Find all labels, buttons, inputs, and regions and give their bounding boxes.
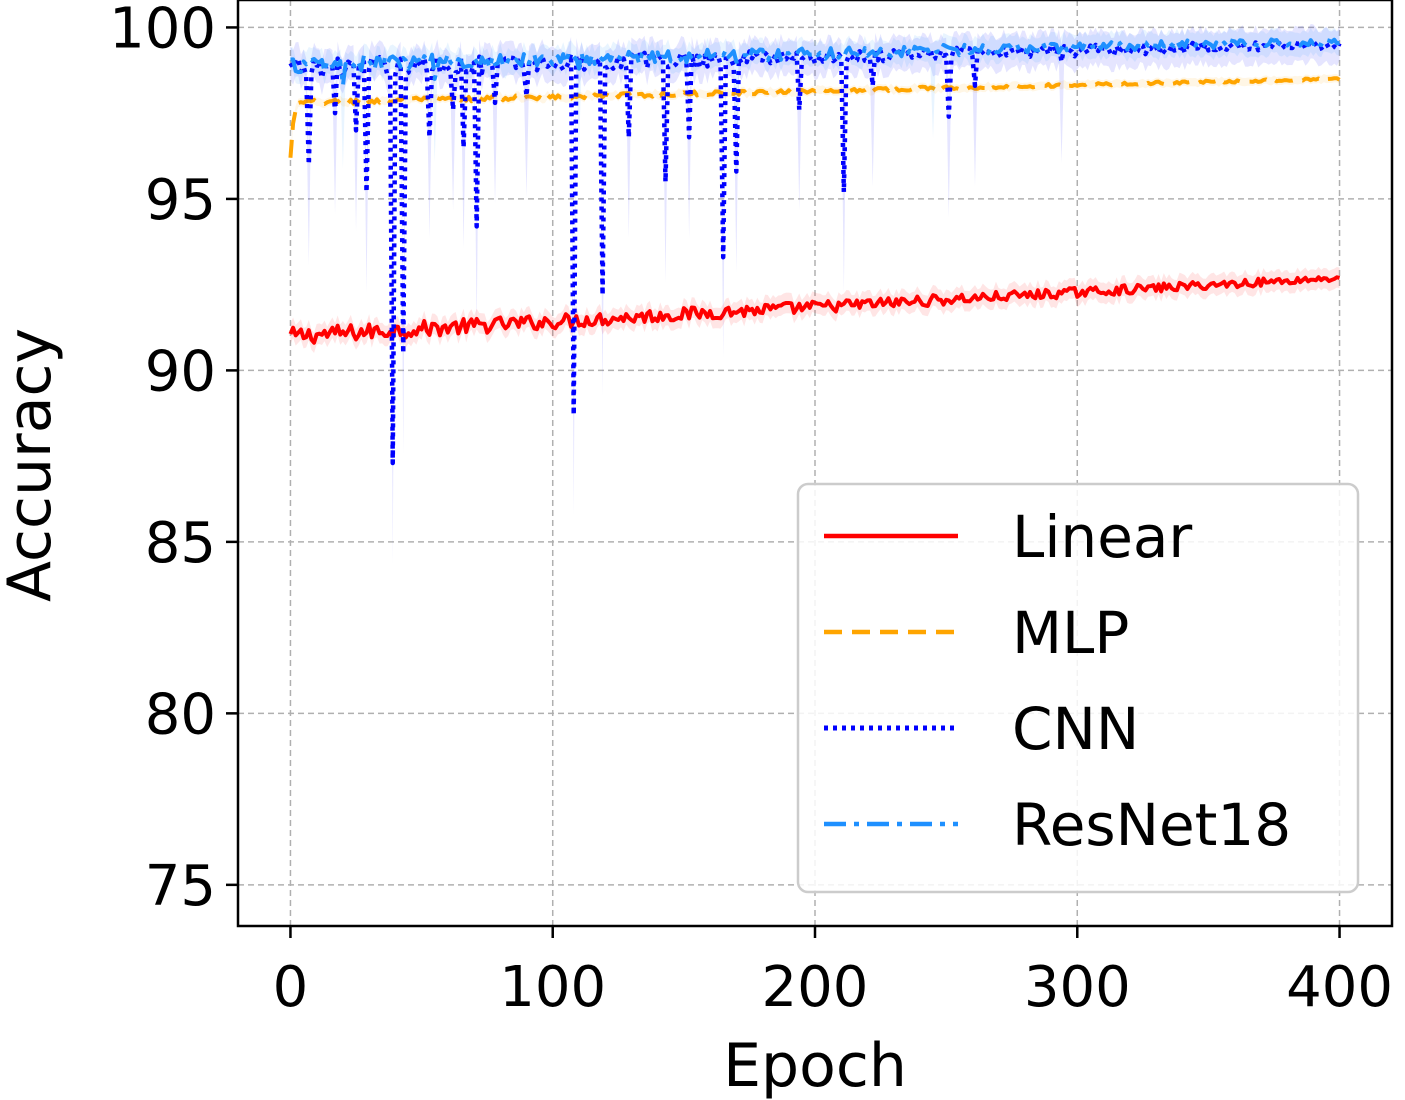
x-tick-label: 100 [499,955,606,1020]
series-band-mlp [290,74,1340,162]
legend-frame [796,482,1360,894]
legend: Linear MLP CNN ResNet18 [796,482,1360,894]
y-tick-label: 95 [145,168,216,233]
series-line-cnn [288,38,1342,466]
y-tick-label: 85 [145,511,216,576]
y-tick-label: 80 [145,682,216,747]
series-cnn [288,24,1342,565]
x-tick-label: 0 [273,955,309,1020]
x-tick-label: 300 [1024,955,1131,1020]
y-axis-label: Accuracy [0,328,65,602]
series-band-cnn [290,24,1340,565]
series-resnet18 [290,27,1340,169]
legend-label: CNN [1012,695,1139,763]
legend-label: Linear [1012,503,1192,571]
x-axis-label: Epoch [723,1031,907,1100]
series-line-resnet18 [290,37,1340,88]
series-linear [288,266,1341,354]
y-tick-label: 90 [145,339,216,404]
series-band-linear [290,266,1340,354]
x-tick-label: 400 [1286,955,1393,1020]
legend-label: ResNet18 [1012,791,1291,859]
plot-area [288,24,1342,565]
y-tick-label: 100 [109,0,216,61]
legend-label: MLP [1012,599,1129,667]
x-tick-label: 200 [762,955,869,1020]
y-tick-label: 75 [145,854,216,919]
series-mlp [288,74,1341,162]
series-line-linear [288,275,1341,345]
axis-ticks: 0 100 200 300 400 75 80 85 90 95 100 [109,0,1393,1020]
